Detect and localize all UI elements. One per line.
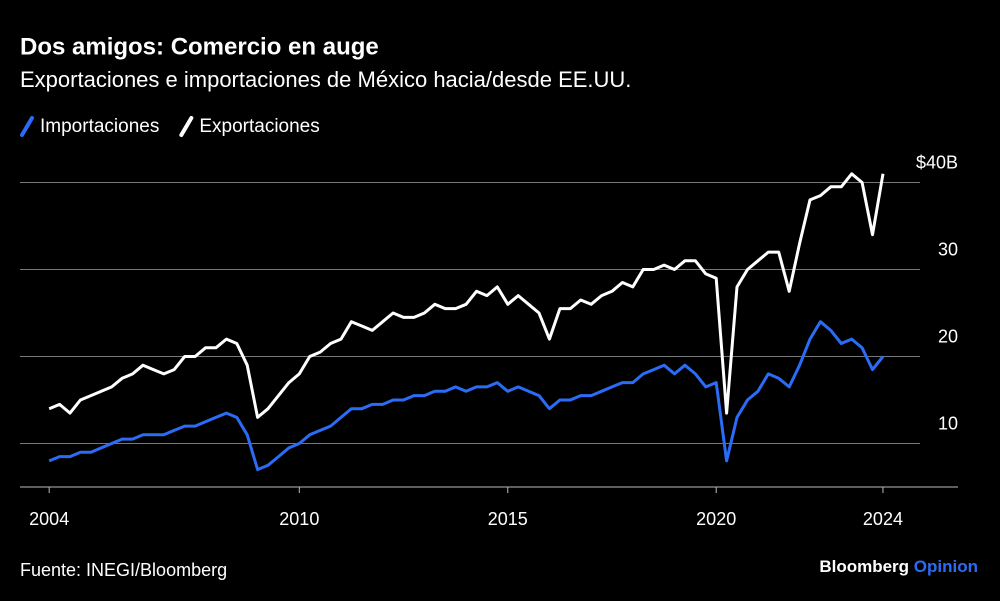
legend-label: Exportaciones — [199, 116, 319, 137]
brand-suffix: Opinion — [914, 557, 978, 576]
brand: Bloomberg Opinion — [819, 557, 978, 576]
x-tick-label: 2015 — [488, 509, 528, 529]
legend-swatch — [179, 116, 194, 137]
x-tick-label: 2004 — [29, 509, 69, 529]
x-tick-label: 2020 — [696, 509, 736, 529]
series-line — [48, 172, 885, 419]
y-tick-label: $40B — [916, 152, 958, 172]
legend-label: Importaciones — [40, 116, 159, 137]
x-tick-label: 2024 — [863, 509, 903, 529]
legend-swatch — [20, 116, 34, 137]
x-tick-label: 2010 — [279, 509, 319, 529]
y-tick-label: 30 — [938, 239, 958, 259]
chart-title: Dos amigos: Comercio en auge — [20, 33, 379, 60]
source: Fuente: INEGI/Bloomberg — [20, 560, 227, 580]
chart-subtitle: Exportaciones e importaciones de México … — [20, 67, 631, 92]
y-tick-label: 20 — [938, 326, 958, 346]
legend: Importaciones Exportaciones — [20, 116, 320, 137]
y-tick-label: 10 — [938, 413, 958, 433]
brand-name: Bloomberg — [819, 557, 909, 576]
series-line — [48, 320, 885, 472]
